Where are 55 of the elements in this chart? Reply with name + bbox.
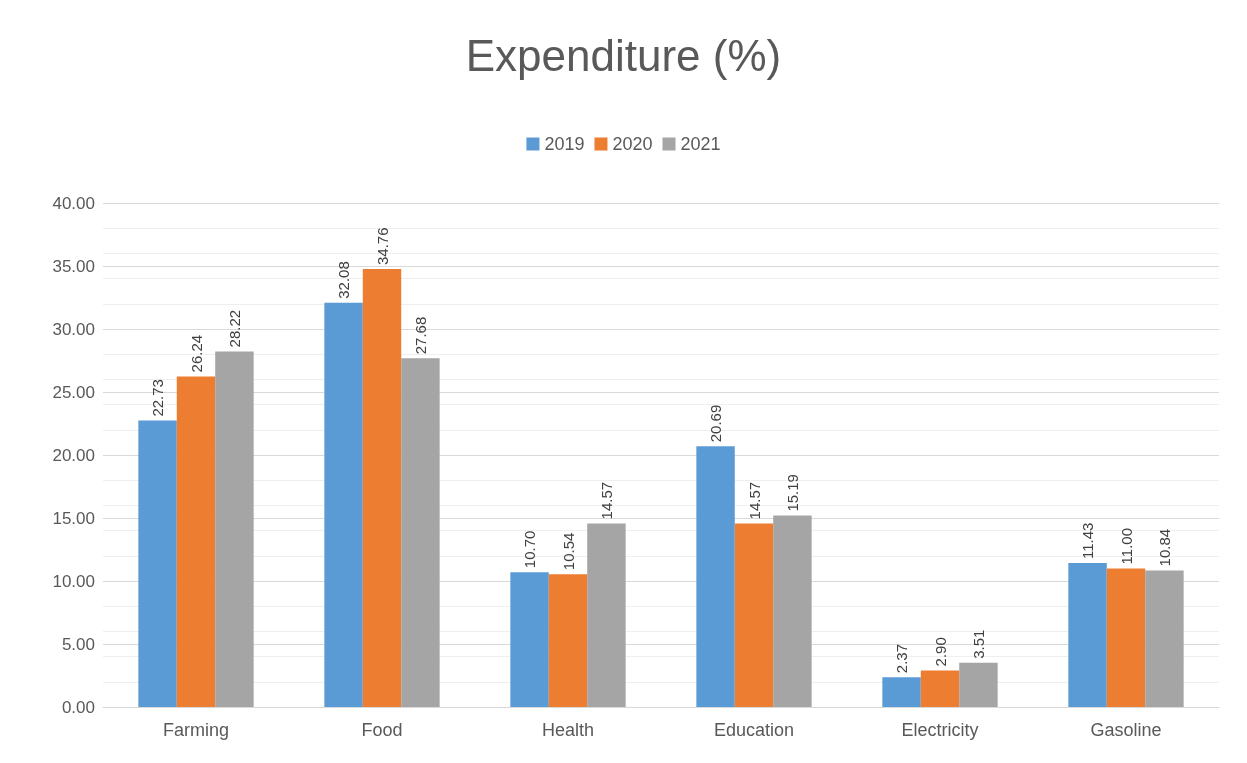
bar <box>734 523 774 707</box>
bar <box>510 572 549 707</box>
bar <box>324 302 363 707</box>
legend-label: 2020 <box>612 134 653 154</box>
bar <box>959 662 998 707</box>
bar <box>696 446 735 707</box>
bar <box>1068 562 1107 707</box>
text: 5.00 <box>61 634 95 654</box>
text: 0.00 <box>61 697 95 717</box>
bar <box>920 670 960 707</box>
text: 30.00 <box>52 319 95 339</box>
data-label: 32.08 <box>335 261 353 299</box>
bar <box>401 358 440 707</box>
bar <box>362 269 402 707</box>
data-label: 28.22 <box>225 309 243 348</box>
x-tick-label: Electricity <box>901 720 979 740</box>
data-label: 26.24 <box>187 334 205 373</box>
data-label: 15.19 <box>783 474 801 512</box>
text: 20.00 <box>52 445 95 465</box>
data-label: 11.43 <box>1079 522 1097 559</box>
bar <box>138 420 177 707</box>
data-label: 2.37 <box>893 643 911 674</box>
bar <box>548 574 588 707</box>
bar <box>1106 568 1146 707</box>
data-label: 27.68 <box>411 316 429 355</box>
bar <box>1145 570 1184 707</box>
data-label: 10.84 <box>1155 528 1173 567</box>
x-tick-label: Health <box>541 720 595 740</box>
data-label: 10.70 <box>521 530 539 569</box>
text: 40.00 <box>52 193 95 213</box>
x-tick-label: Farming <box>162 720 230 740</box>
bar <box>176 376 216 707</box>
data-label: 34.76 <box>373 227 391 266</box>
x-tick-label: Education <box>713 720 795 740</box>
chart-title: Expenditure (%) <box>465 30 782 80</box>
data-label: 20.69 <box>707 404 725 443</box>
bar <box>882 677 921 707</box>
data-label: 14.57 <box>597 481 615 520</box>
bar <box>587 523 626 707</box>
bar <box>773 515 812 707</box>
data-label: 3.51 <box>969 629 987 659</box>
data-label: 2.90 <box>931 637 949 667</box>
x-tick-label: Gasoline <box>1090 720 1162 740</box>
bar <box>215 351 254 707</box>
x-tick-label: Food <box>361 720 403 740</box>
text: 35.00 <box>52 256 95 276</box>
text: 10.00 <box>52 571 95 591</box>
data-label: 22.73 <box>149 379 167 417</box>
text: 25.00 <box>52 382 95 402</box>
data-label: 11.00 <box>1117 527 1135 565</box>
text: 15.00 <box>52 508 95 528</box>
legend-label: 2021 <box>680 134 721 154</box>
data-label: 14.57 <box>745 481 763 520</box>
data-label: 10.54 <box>559 532 577 571</box>
legend-label: 2019 <box>544 134 585 154</box>
